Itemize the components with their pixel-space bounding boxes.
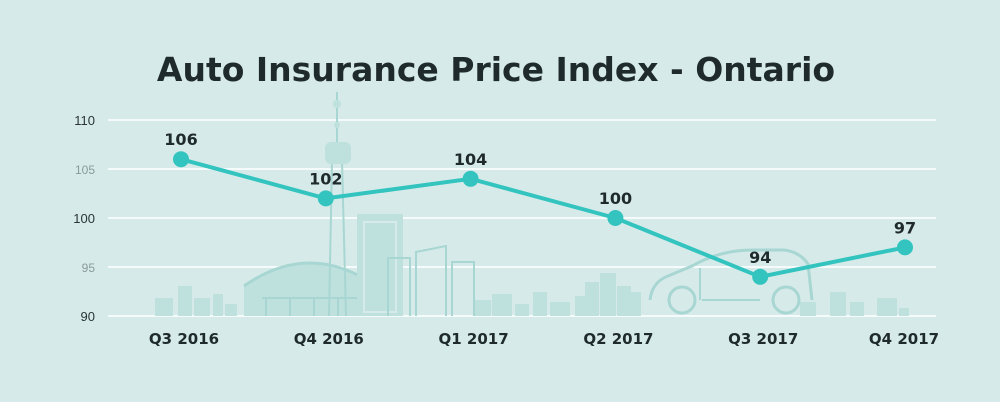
x-tick-label: Q4 2016 [294, 330, 364, 348]
y-tick-label: 95 [82, 261, 96, 275]
y-axis-ticks: 90 95 100 105 110 [73, 113, 95, 324]
x-axis-ticks: Q3 2016 Q4 2016 Q1 2017 Q2 2017 Q3 2017 Q4 20… [149, 330, 939, 348]
x-tick-label: Q2 2017 [583, 330, 653, 348]
data-label: 100 [599, 189, 632, 208]
series-line [180, 157, 906, 279]
series-line-layer [180, 157, 906, 279]
grid-lines [108, 119, 936, 317]
data-point [317, 190, 334, 207]
data-label: 94 [749, 248, 771, 267]
x-tick-label: Q1 2017 [439, 330, 509, 348]
data-labels: 106 102 104 100 94 97 [164, 130, 916, 267]
skyline-illustration [155, 92, 909, 317]
data-label: 97 [894, 218, 916, 237]
chart-title: Auto Insurance Price Index - Ontario [157, 50, 835, 89]
y-tick-label: 100 [73, 211, 95, 226]
x-tick-label: Q4 2017 [869, 330, 939, 348]
y-tick-label: 90 [81, 309, 95, 324]
data-point [897, 239, 913, 256]
data-label: 104 [454, 150, 487, 169]
data-point [173, 151, 189, 168]
x-tick-label: Q3 2017 [728, 330, 798, 348]
y-tick-label: 105 [75, 163, 95, 177]
y-tick-label: 110 [74, 113, 95, 128]
x-tick-label: Q3 2016 [149, 330, 219, 348]
data-points [173, 151, 913, 285]
data-point [752, 268, 769, 285]
data-label: 106 [164, 130, 197, 149]
data-point [462, 170, 479, 187]
data-label: 102 [309, 169, 342, 188]
data-point [607, 210, 624, 226]
